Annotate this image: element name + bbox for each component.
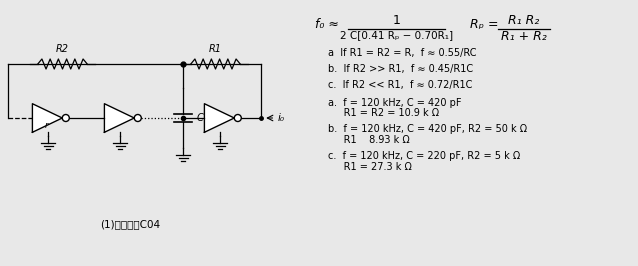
Text: 1: 1	[392, 14, 401, 27]
Text: b.  If R2 >> R1,  f ≈ 0.45/R1C: b. If R2 >> R1, f ≈ 0.45/R1C	[328, 64, 473, 74]
Text: R1: R1	[209, 44, 222, 54]
Circle shape	[135, 114, 141, 122]
Text: 2 C[0.41 Rₚ − 0.70R₁]: 2 C[0.41 Rₚ − 0.70R₁]	[340, 30, 453, 40]
Text: c.  f = 120 kHz, C = 220 pF, R2 = 5 k Ω: c. f = 120 kHz, C = 220 pF, R2 = 5 k Ω	[328, 151, 520, 161]
Text: a  If R1 = R2 = R,  f ≈ 0.55/RC: a If R1 = R2 = R, f ≈ 0.55/RC	[328, 48, 477, 58]
Text: (1)电路为瓴C04: (1)电路为瓴C04	[100, 219, 160, 229]
Text: b.  f = 120 kHz, C = 420 pF, R2 = 50 k Ω: b. f = 120 kHz, C = 420 pF, R2 = 50 k Ω	[328, 124, 527, 134]
Text: R1    8.93 k Ω: R1 8.93 k Ω	[328, 135, 410, 145]
Text: r: r	[44, 122, 48, 131]
Polygon shape	[33, 104, 63, 132]
Text: R1 = R2 = 10.9 k Ω: R1 = R2 = 10.9 k Ω	[328, 108, 439, 118]
Text: Rₚ =: Rₚ =	[470, 18, 498, 31]
Text: c.  If R2 << R1,  f ≈ 0.72/R1C: c. If R2 << R1, f ≈ 0.72/R1C	[328, 80, 472, 90]
Text: f₀ ≈: f₀ ≈	[315, 18, 339, 31]
Text: a.  f = 120 kHz, C = 420 pF: a. f = 120 kHz, C = 420 pF	[328, 98, 461, 108]
Text: R2: R2	[56, 44, 69, 54]
Circle shape	[234, 114, 241, 122]
Circle shape	[63, 114, 70, 122]
Text: R1 = 27.3 k Ω: R1 = 27.3 k Ω	[328, 162, 412, 172]
Text: R₁ R₂: R₁ R₂	[508, 14, 540, 27]
Text: i₀: i₀	[278, 113, 285, 123]
Text: C: C	[197, 113, 204, 123]
Polygon shape	[105, 104, 135, 132]
Text: R₁ + R₂: R₁ + R₂	[501, 30, 547, 43]
Polygon shape	[204, 104, 234, 132]
